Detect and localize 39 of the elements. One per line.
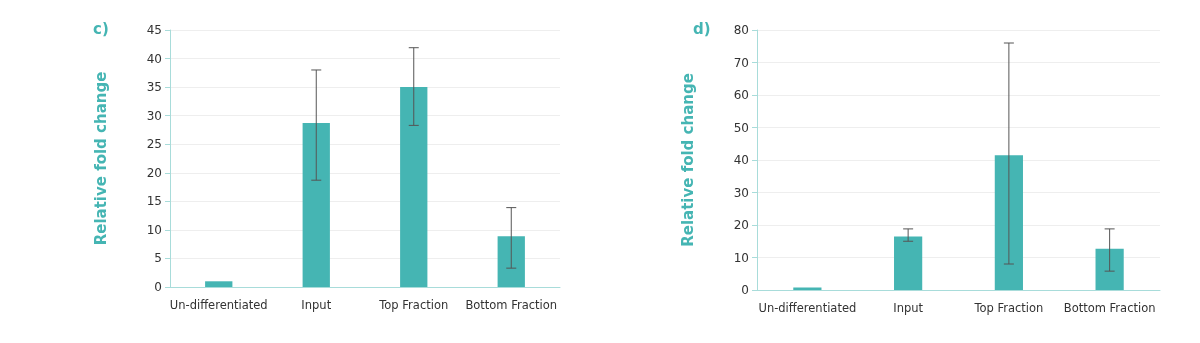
y-tick-label: 40 — [733, 153, 749, 167]
x-tick-label: Un-differentiated — [169, 298, 268, 312]
y-axis-title: Relative fold change — [678, 73, 697, 247]
bar — [497, 236, 525, 287]
x-tick-label: Top Fraction — [378, 298, 449, 312]
x-tick-label: Top Fraction — [973, 301, 1044, 315]
x-tick-label: Input — [301, 298, 332, 312]
x-tick-label: Bottom Fraction — [465, 298, 558, 312]
x-tick-label: Un-differentiated — [758, 301, 857, 315]
y-tick-label: 40 — [146, 51, 162, 66]
y-tick-label: 10 — [146, 222, 162, 237]
y-tick-label: 50 — [733, 120, 749, 135]
x-tick-label: Input — [893, 301, 924, 315]
y-tick-label: 60 — [733, 88, 749, 102]
y-tick-label: 30 — [733, 185, 749, 200]
chart-title: c) — [93, 19, 109, 38]
chart-title: d) — [693, 19, 711, 38]
bar — [302, 123, 330, 287]
y-tick-label: 0 — [154, 280, 162, 294]
y-tick-label: 15 — [146, 194, 162, 209]
y-tick-label: 10 — [733, 250, 749, 265]
y-tick-label: 20 — [733, 218, 749, 232]
y-tick-label: 25 — [146, 137, 162, 152]
bar — [894, 236, 923, 290]
bar — [400, 87, 428, 287]
bar — [205, 281, 233, 287]
bar — [1095, 248, 1124, 290]
bar — [994, 155, 1023, 290]
y-tick-label: 30 — [146, 108, 162, 123]
x-tick-label: Bottom Fraction — [1063, 301, 1156, 315]
bar — [793, 287, 822, 290]
y-axis-title: Relative fold change — [91, 71, 110, 246]
y-tick-label: 35 — [146, 80, 162, 95]
y-tick-label: 70 — [733, 55, 749, 70]
y-tick-label: 0 — [741, 283, 749, 297]
y-tick-label: 20 — [146, 165, 162, 180]
y-tick-label: 80 — [733, 23, 749, 37]
y-tick-label: 5 — [154, 251, 162, 266]
y-tick-label: 45 — [146, 23, 162, 37]
